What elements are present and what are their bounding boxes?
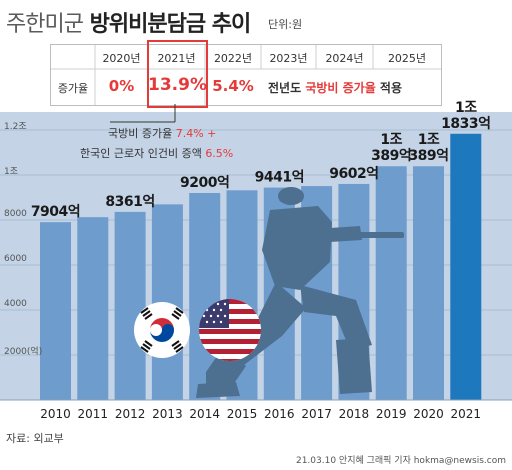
year-cell-2020: 2020년 <box>102 52 141 65</box>
bar-2021 <box>450 133 482 400</box>
data-label-2021-1: 1833억 <box>441 116 490 132</box>
data-label-2021-0: 1조 <box>455 100 477 116</box>
x-label-2014: 2014 <box>189 407 220 421</box>
year-cell-2021: 2021년 <box>157 52 196 65</box>
bar-2010 <box>40 222 71 400</box>
year-cell-2022: 2022년 <box>213 52 253 65</box>
increase-rate-table: 2020년 2021년 2022년 2023년 2024년 2025년 증가율 … <box>50 44 442 106</box>
data-label-2019-1: 389억 <box>371 148 411 164</box>
x-label-2019: 2019 <box>376 407 407 421</box>
future-rate-note: 전년도 국방비 증가율 적용 <box>268 79 402 96</box>
data-label-2012-0: 8361억 <box>105 194 154 210</box>
value-2022: 5.4% <box>212 77 254 95</box>
bar-2020 <box>413 166 444 400</box>
x-label-2020: 2020 <box>413 407 444 421</box>
bar-2011 <box>77 217 109 400</box>
note2-text: 한국인 근로자 인건비 증액 <box>80 147 202 160</box>
data-label-2016-0: 9441억 <box>255 170 304 186</box>
row-label: 증가율 <box>57 82 89 95</box>
data-label-2020-1: 389억 <box>408 148 448 164</box>
data-label-2018-0: 9602억 <box>329 166 378 182</box>
note-line-1: 국방비 증가율 7.4% + <box>108 125 216 141</box>
bar-2019 <box>375 166 407 400</box>
x-label-2012: 2012 <box>115 407 146 421</box>
bar-2012 <box>114 211 146 400</box>
x-label-2021: 2021 <box>451 407 482 421</box>
y-tick-8000: 8000 <box>4 209 27 219</box>
title-part2: 방위비분담금 추이 <box>89 12 252 37</box>
y-tick-4000: 4000 <box>4 299 27 309</box>
y-tick-1: 1조 <box>4 167 19 177</box>
data-label-2020-0: 1조 <box>418 132 440 148</box>
y-tick-2000: 2000(억) <box>4 347 43 357</box>
year-cell-2024: 2024년 <box>325 52 364 65</box>
data-label-2010-0: 7904억 <box>31 204 80 220</box>
value-2020: 0% <box>108 77 135 95</box>
x-label-2018: 2018 <box>339 407 370 421</box>
source-text: 자료: 외교부 <box>6 432 64 445</box>
unit-label: 단위:원 <box>268 18 303 31</box>
note-prefix: 전년도 <box>268 81 302 95</box>
bar-2013 <box>151 204 183 400</box>
credit-text: 21.03.10 안지혜 그래픽 기자 hokma@newsis.com <box>295 456 506 466</box>
year-cell-2025: 2025년 <box>387 52 427 65</box>
note2-value: 6.5% <box>205 147 234 160</box>
y-tick-1.2: 1.2조 <box>4 122 27 132</box>
x-axis-labels: 2010 2011 2012 2013 2014 2015 2016 2017 2018 2019… <box>40 407 481 421</box>
year-cell-2023: 2023년 <box>269 52 308 65</box>
highlight-2021-box <box>147 40 208 108</box>
soldier-silhouette <box>196 187 404 398</box>
x-label-2013: 2013 <box>152 407 183 421</box>
page-title: 주한미군 방위비분담금 추이 <box>6 6 252 38</box>
note-highlight: 국방비 증가율 <box>305 81 376 95</box>
x-label-2015: 2015 <box>227 407 258 421</box>
usa-flag-icon <box>199 299 261 361</box>
note1-value: 7.4% + <box>175 127 217 140</box>
note-suffix: 적용 <box>379 81 403 95</box>
data-label-2019-0: 1조 <box>380 132 402 148</box>
x-label-2010: 2010 <box>40 407 71 421</box>
x-label-2017: 2017 <box>301 407 332 421</box>
x-label-2016: 2016 <box>264 407 295 421</box>
note-line-2: 한국인 근로자 인건비 증액 6.5% <box>80 145 233 161</box>
value-2021: 13.9% <box>148 75 207 95</box>
y-tick-6000: 6000 <box>4 254 27 264</box>
x-label-2011: 2011 <box>78 407 109 421</box>
title-part1: 주한미군 <box>6 12 84 37</box>
korea-flag-icon <box>134 302 190 358</box>
note1-text: 국방비 증가율 <box>108 127 173 140</box>
data-label-2014-0: 9200억 <box>180 175 229 191</box>
